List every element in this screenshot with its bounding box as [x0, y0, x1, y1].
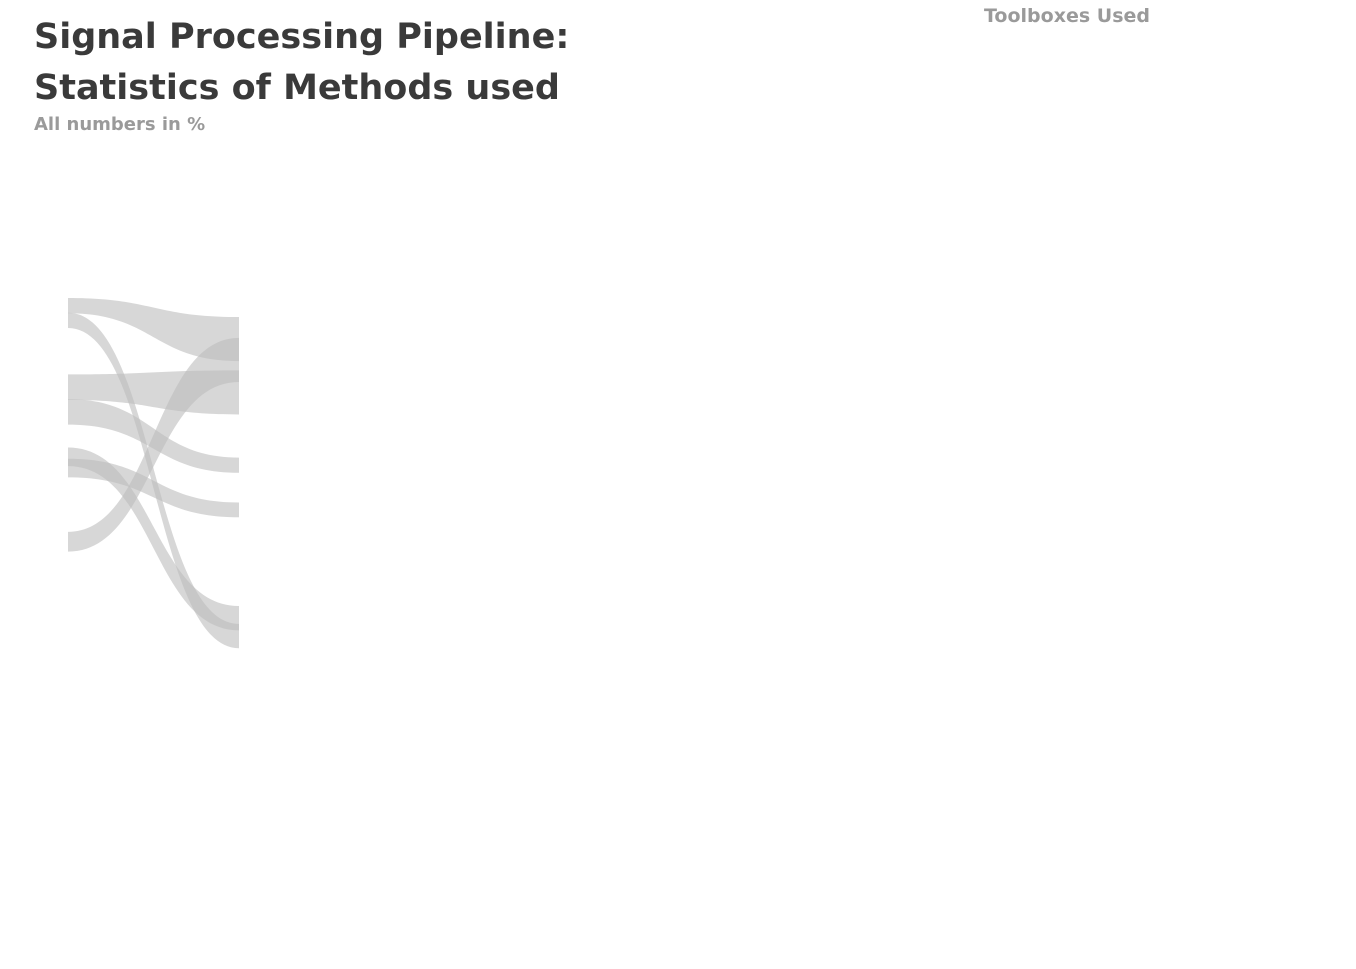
- flow-layer: [68, 298, 239, 649]
- flow-band: [68, 337, 239, 552]
- page-title: Signal Processing Pipeline: Statistics of…: [34, 17, 570, 108]
- flow-band: [68, 447, 239, 631]
- page-subtitle: All numbers in %: [34, 114, 206, 135]
- toolboxes-title: Toolboxes Used: [984, 5, 1150, 27]
- flow-band: [68, 312, 239, 649]
- flow-band: [68, 298, 239, 362]
